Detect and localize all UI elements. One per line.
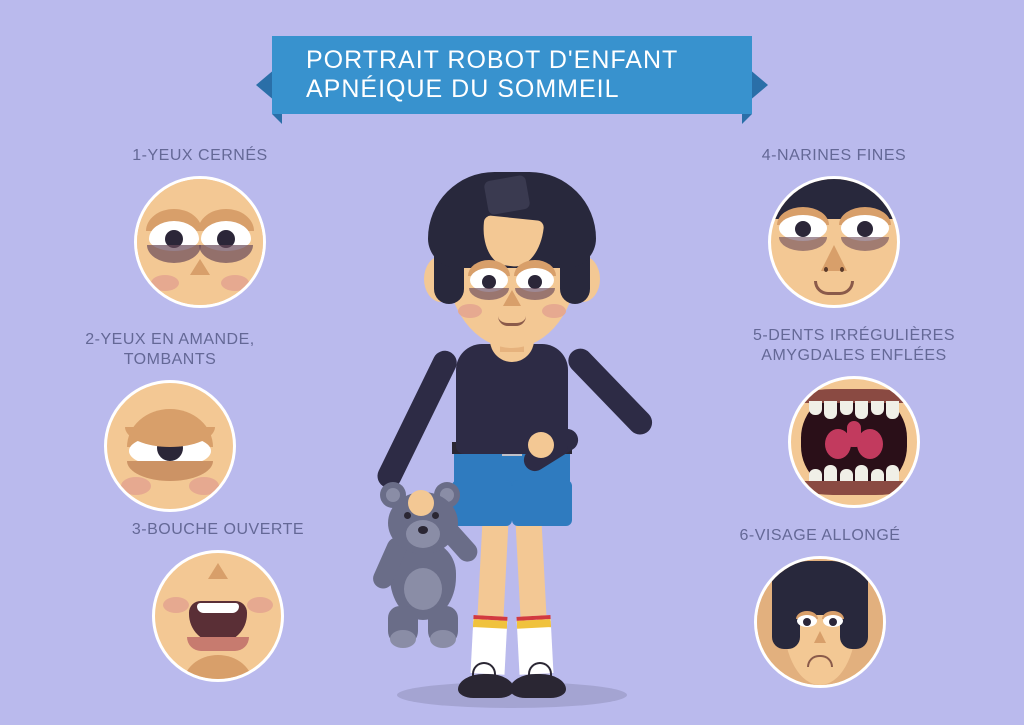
feature-2: 2-YEUX EN AMANDE, TOMBANTS — [40, 330, 300, 512]
head — [428, 172, 596, 348]
feature-4: 4-NARINES FINES — [704, 146, 964, 308]
hand-right — [528, 432, 554, 458]
long-face-icon — [754, 556, 886, 688]
child-illustration — [352, 130, 672, 720]
arm-left — [373, 347, 460, 492]
feature-6: 6-VISAGE ALLONGÉ — [690, 526, 950, 688]
title-banner: PORTRAIT ROBOT D'ENFANT APNÉIQUE DU SOMM… — [256, 36, 768, 114]
hand-left — [408, 490, 434, 516]
feature-5: 5-DENTS IRRÉGULIÈRES AMYGDALES ENFLÉES — [724, 326, 984, 508]
feature-5-label: 5-DENTS IRRÉGULIÈRES AMYGDALES ENFLÉES — [724, 326, 984, 366]
shoe-left — [458, 674, 514, 698]
feature-1-label: 1-YEUX CERNÉS — [70, 146, 330, 166]
feature-3-label: 3-BOUCHE OUVERTE — [88, 520, 348, 540]
feature-2-label: 2-YEUX EN AMANDE, TOMBANTS — [40, 330, 300, 370]
feature-3: 3-BOUCHE OUVERTE — [88, 520, 348, 682]
dark-circles-eyes-icon — [134, 176, 266, 308]
feature-1: 1-YEUX CERNÉS — [70, 146, 330, 308]
almond-drooping-eye-icon — [104, 380, 236, 512]
irregular-teeth-tonsils-icon — [788, 376, 920, 508]
feature-4-label: 4-NARINES FINES — [704, 146, 964, 166]
arm-right-upper — [563, 344, 657, 440]
banner-title: PORTRAIT ROBOT D'ENFANT APNÉIQUE DU SOMM… — [272, 36, 752, 114]
narrow-nostrils-icon — [768, 176, 900, 308]
feature-6-label: 6-VISAGE ALLONGÉ — [690, 526, 950, 546]
shoe-right — [510, 674, 566, 698]
banner-title-text: PORTRAIT ROBOT D'ENFANT APNÉIQUE DU SOMM… — [306, 46, 678, 103]
open-mouth-icon — [152, 550, 284, 682]
